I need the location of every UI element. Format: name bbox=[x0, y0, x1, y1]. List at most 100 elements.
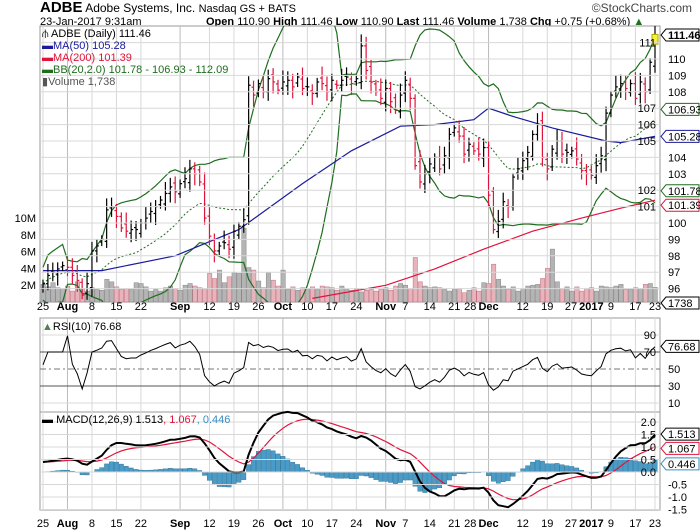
volume-bar bbox=[598, 285, 604, 303]
volume-bar bbox=[231, 272, 237, 303]
volume-bar bbox=[334, 289, 340, 303]
volume-bar bbox=[163, 287, 169, 303]
ohlc-bar bbox=[364, 36, 369, 80]
volume-bar bbox=[114, 286, 120, 303]
ohlc-bar bbox=[217, 241, 222, 255]
date-label: 22 bbox=[135, 301, 147, 313]
ohlc-bar bbox=[134, 221, 139, 242]
volume-bar bbox=[319, 285, 325, 303]
price-tick-label: 111 bbox=[639, 38, 656, 50]
price-tick-label: 106 bbox=[638, 120, 656, 132]
date-label: Nov bbox=[375, 518, 397, 530]
date-label: 26 bbox=[252, 518, 264, 530]
macd-histogram-bar bbox=[633, 460, 638, 473]
macd-histogram-bar bbox=[265, 449, 271, 473]
price-tick-label: 99 bbox=[668, 234, 680, 246]
price-tick-label: 110 bbox=[668, 54, 686, 66]
price-tick-label: 104 bbox=[668, 152, 686, 164]
date-label: 2017 bbox=[579, 518, 603, 530]
volume-bar bbox=[182, 284, 188, 303]
volume-bar bbox=[202, 288, 208, 303]
volume-bar bbox=[545, 268, 550, 303]
date-label: 21 bbox=[448, 301, 460, 313]
volume-bar bbox=[378, 289, 384, 303]
ohlc-bar bbox=[579, 153, 584, 180]
macd-histogram-bar bbox=[260, 449, 266, 473]
date-label: 12 bbox=[203, 518, 215, 530]
date-label: 23 bbox=[649, 301, 661, 313]
volume-bar bbox=[579, 290, 585, 303]
volume-bar bbox=[275, 285, 281, 303]
date-label: Oct bbox=[274, 301, 293, 313]
volume-bar bbox=[295, 289, 301, 303]
volume-bar bbox=[603, 286, 609, 303]
ohlc-bar bbox=[633, 72, 638, 105]
quote-row: Open 110.90 High 111.46 Low 110.90 Last … bbox=[206, 16, 644, 28]
ohlc-bar bbox=[408, 77, 413, 110]
ohlc-bar bbox=[75, 264, 80, 292]
volume-bar bbox=[569, 290, 575, 303]
legend-ma50: MA(50) 105.28 bbox=[53, 40, 126, 52]
volume-bar bbox=[618, 284, 624, 303]
macd-histogram-bar bbox=[167, 468, 173, 473]
volume-bar bbox=[290, 286, 296, 303]
volume-bar bbox=[236, 273, 242, 303]
ohlc-bar bbox=[148, 202, 153, 224]
volume-bar bbox=[417, 281, 423, 303]
date-label: 2017 bbox=[579, 301, 603, 313]
last-price-label: 111.46 bbox=[668, 30, 700, 42]
volume-bar bbox=[158, 290, 164, 303]
volume-bar bbox=[456, 288, 462, 303]
ohlc-bar bbox=[589, 165, 594, 180]
volume-bar bbox=[358, 291, 364, 303]
price-tick-label: 98 bbox=[668, 251, 680, 263]
price-tick-label: 96 bbox=[668, 284, 680, 296]
bb-mid-label: 106.93 bbox=[668, 104, 700, 116]
low-value: 110.90 bbox=[360, 16, 394, 28]
date-label: Sep bbox=[170, 301, 190, 313]
ohlc-bar bbox=[89, 241, 94, 297]
volume-bar bbox=[613, 285, 619, 303]
macd-histogram-bar bbox=[564, 465, 570, 473]
bb-low-label-box bbox=[660, 184, 700, 198]
ohlc-bar bbox=[623, 75, 628, 100]
area-icon: ▲ bbox=[42, 321, 53, 333]
volume-bar bbox=[398, 283, 404, 303]
volume-bar bbox=[525, 285, 531, 303]
macd-histogram-bar bbox=[295, 464, 300, 473]
macd-histogram-bar bbox=[280, 456, 286, 473]
ohlc-bar bbox=[300, 67, 305, 96]
price-legend: ⫛ ADBE (Daily) 111.46 ▬MA(50) 105.28 ▬MA… bbox=[42, 28, 228, 88]
volume-bar bbox=[554, 281, 560, 303]
date-label: 25 bbox=[37, 518, 49, 530]
date-label: 25 bbox=[37, 301, 49, 313]
macd-histogram-bar bbox=[324, 471, 330, 478]
ohlc-bar bbox=[417, 150, 422, 189]
macd-histogram-bar bbox=[319, 471, 325, 476]
volume-bar bbox=[310, 286, 315, 303]
volume-bar bbox=[520, 288, 526, 303]
ohlc-bar bbox=[305, 77, 310, 96]
macd-histogram-bar bbox=[128, 467, 134, 473]
macd-histogram-bar bbox=[451, 471, 457, 477]
volume-bar bbox=[217, 269, 222, 303]
volume-tick-label: 4M bbox=[21, 263, 36, 275]
panel-frame bbox=[39, 411, 661, 511]
volume-tick-label: 2M bbox=[21, 280, 36, 292]
rsi-tick-label: 30 bbox=[668, 381, 680, 393]
volume-bar bbox=[270, 279, 276, 303]
date-label: 9 bbox=[608, 518, 614, 530]
macd-tick-label: 1.0 bbox=[641, 442, 656, 454]
date-label: 10 bbox=[301, 301, 313, 313]
ohlc-bar bbox=[55, 262, 60, 286]
volume-bar bbox=[481, 282, 487, 303]
date-label: 27 bbox=[565, 301, 577, 313]
macd-histogram-bar bbox=[275, 453, 281, 473]
volume-bar bbox=[285, 289, 291, 303]
macd-histogram-bar bbox=[211, 471, 217, 485]
volume-tick-label: 10M bbox=[15, 213, 36, 225]
last-value: 111.46 bbox=[422, 16, 455, 28]
date-label: 8 bbox=[89, 518, 95, 530]
date-label: 17 bbox=[629, 301, 641, 313]
